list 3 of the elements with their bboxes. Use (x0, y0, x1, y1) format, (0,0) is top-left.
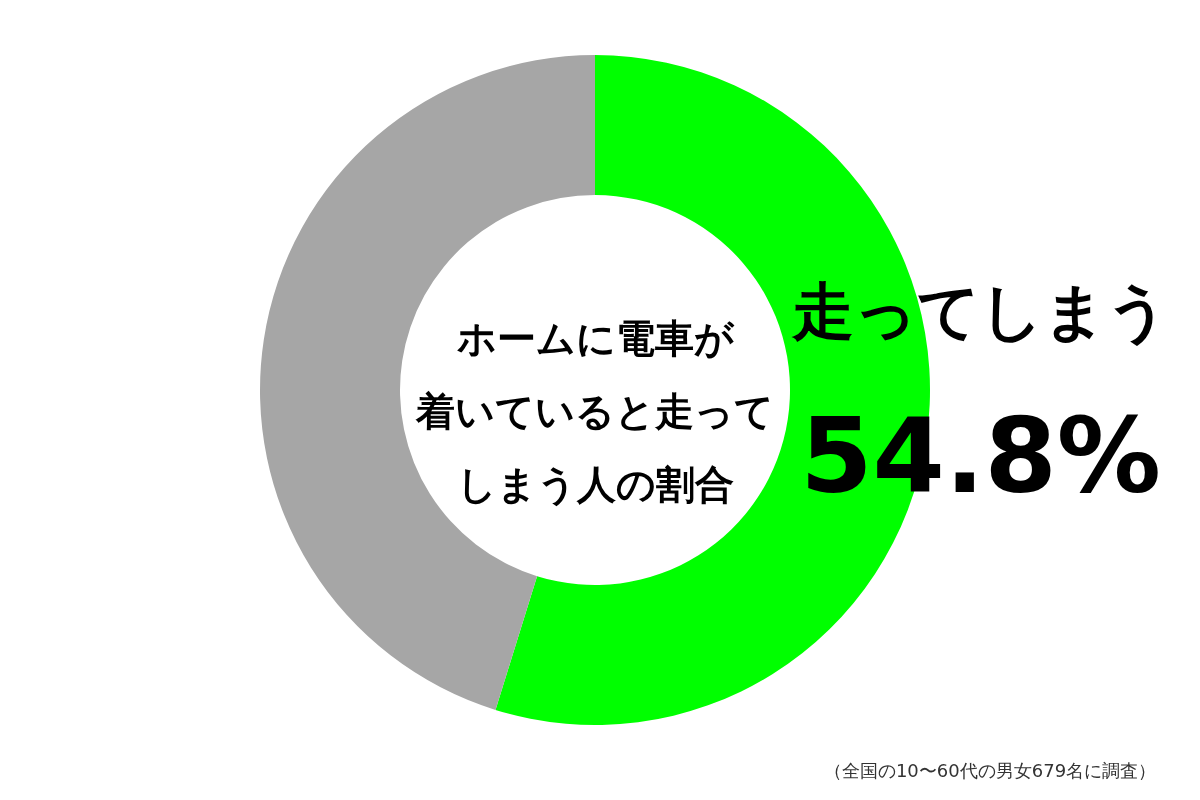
slice-label: 走ってしまう (791, 274, 1170, 348)
text: ホームに電車が着いていると走ってしまう人の割合 (415, 316, 774, 507)
text: （全国の10〜60代の男女679名に調査） (823, 760, 1157, 781)
